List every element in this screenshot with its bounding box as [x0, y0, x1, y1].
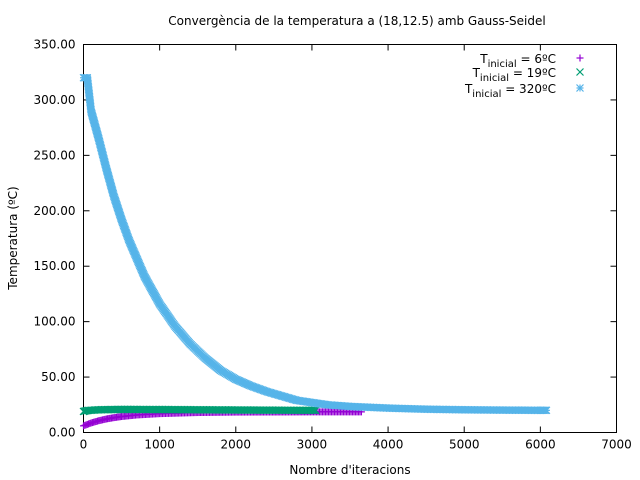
legend-marker-3: [576, 84, 584, 92]
data-point: [542, 406, 551, 415]
legend-label-2-rest: = 19ºC: [509, 66, 556, 80]
y-tick-label: 250.00: [34, 148, 76, 162]
data-point: [311, 406, 320, 415]
x-tick-label: 6000: [525, 438, 556, 452]
y-tick-label: 150.00: [34, 259, 76, 273]
legend-marker-glyph: [576, 84, 584, 92]
x-axis: 0 1000 2000 3000 4000 5000 6000 7000: [80, 44, 632, 452]
legend-label-3-sub: inicial: [472, 89, 501, 100]
data-point: [310, 406, 319, 415]
legend-label-3-rest: = 320ºC: [501, 82, 556, 96]
plot-area: [83, 44, 617, 433]
y-tick-label: 0.00: [49, 426, 76, 440]
x-tick-label: 4000: [373, 438, 404, 452]
chart-title: Convergència de la temperatura a (18,12.…: [168, 14, 545, 28]
legend-entry-2: Tinicial = 19ºC: [472, 66, 584, 84]
x-tick-label: 3000: [297, 438, 328, 452]
legend-marker-glyph: [576, 68, 584, 76]
x-tick-label: 5000: [449, 438, 480, 452]
y-axis: 0.00 50.00 100.00 150.00 200.00 250.00 300.00 3…: [34, 38, 617, 440]
data-point: [308, 406, 317, 415]
legend: Tinicial = 6ºC Tinicial = 19ºC Tinicial …: [464, 52, 584, 100]
y-tick-label: 200.00: [34, 204, 76, 218]
data-series: [79, 73, 551, 430]
legend-label-2: Tinicial = 19ºC: [472, 66, 556, 84]
y-tick-label: 50.00: [41, 370, 75, 384]
legend-entry-3: Tinicial = 320ºC: [464, 82, 584, 100]
legend-label-1-base: T: [479, 52, 488, 66]
legend-label-1: Tinicial = 6ºC: [479, 52, 556, 70]
legend-marker-2: [576, 68, 584, 76]
x-tick-label: 1000: [144, 438, 175, 452]
y-tick-label: 350.00: [34, 38, 76, 52]
series-3: [79, 73, 551, 415]
legend-label-2-sub: inicial: [480, 73, 509, 84]
x-tick-label: 2000: [221, 438, 252, 452]
legend-label-1-sub: inicial: [488, 59, 517, 70]
legend-marker-1: [576, 54, 584, 62]
legend-label-3-base: T: [464, 82, 473, 96]
plot-frame: [83, 44, 617, 433]
y-tick-label: 100.00: [34, 315, 76, 329]
series-2: [79, 405, 320, 416]
legend-entry-1: Tinicial = 6ºC: [479, 52, 584, 70]
x-tick-label: 7000: [601, 438, 632, 452]
legend-label-2-base: T: [472, 66, 481, 80]
legend-label-1-rest: = 6ºC: [517, 52, 556, 66]
x-axis-label: Nombre d'iteracions: [289, 463, 410, 477]
legend-label-3: Tinicial = 320ºC: [464, 82, 556, 100]
y-tick-label: 300.00: [34, 93, 76, 107]
legend-marker-glyph: [576, 54, 584, 62]
y-axis-label: Temperatura (ºC): [6, 186, 20, 290]
x-tick-label: 0: [80, 438, 88, 452]
